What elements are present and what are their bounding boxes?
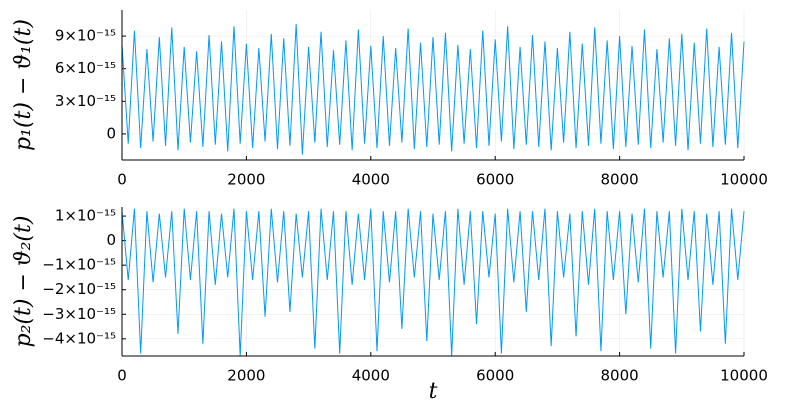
x-tick-label: 0	[117, 171, 127, 189]
y-tick-label: 6×10⁻¹⁵	[55, 59, 116, 77]
x-tick-label: 2000	[227, 171, 265, 189]
y-tick-label: −1×10⁻¹⁵	[42, 256, 116, 274]
y-tick-label: 0	[106, 124, 116, 142]
y-tick-label: 0	[106, 231, 116, 249]
x-tick-label: 6000	[476, 367, 514, 385]
y-axis-label: p₂(t) − ϑ₂(t)	[11, 216, 36, 348]
data-line	[121, 208, 745, 357]
y-tick-label: 3×10⁻¹⁵	[55, 92, 116, 110]
y-tick-label: 1×10⁻¹⁵	[55, 207, 116, 225]
y-tick-label: −2×10⁻¹⁵	[42, 280, 116, 298]
x-tick-label: 8000	[601, 171, 639, 189]
x-tick-label: 2000	[227, 367, 265, 385]
y-tick-label: −4×10⁻¹⁵	[42, 329, 116, 347]
y-tick-label: 9×10⁻¹⁵	[55, 27, 116, 45]
data-line	[121, 24, 745, 155]
x-tick-label: 10000	[720, 171, 768, 189]
x-axis-label: t	[429, 379, 438, 400]
x-tick-label: 0	[117, 367, 127, 385]
x-tick-label: 4000	[352, 171, 390, 189]
x-tick-label: 10000	[720, 367, 768, 385]
y-axis-label: p₁(t) − ϑ₁(t)	[11, 19, 36, 151]
x-tick-label: 6000	[476, 171, 514, 189]
x-tick-label: 8000	[601, 367, 639, 385]
y-tick-label: −3×10⁻¹⁵	[42, 305, 116, 323]
x-tick-label: 4000	[352, 367, 390, 385]
